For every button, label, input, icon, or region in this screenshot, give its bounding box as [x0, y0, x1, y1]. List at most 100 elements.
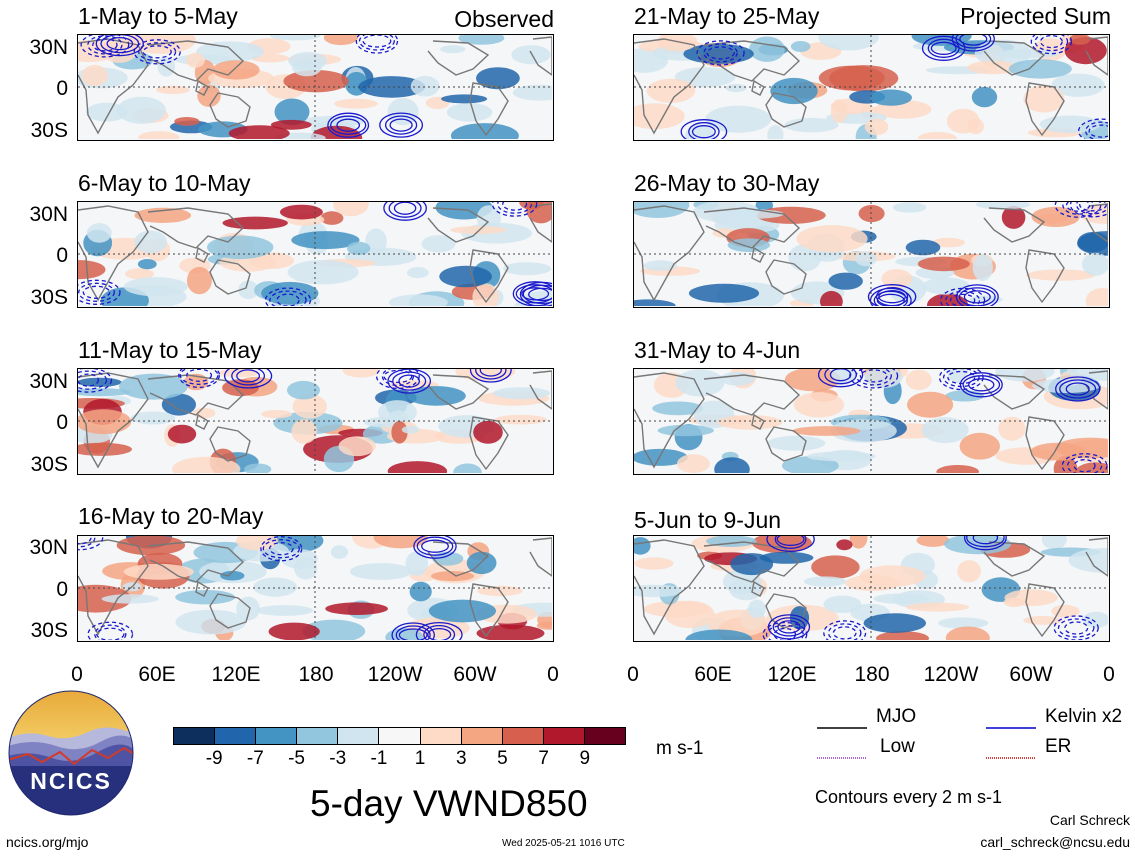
colorbar-tick-label: 5 [497, 748, 508, 769]
kelvin-contour [392, 371, 427, 391]
negative-anomaly [767, 435, 826, 451]
kelvin-contour [1053, 615, 1099, 640]
colorbar-labels: -9 -7 -5 -3 -1 1 3 5 7 9 [173, 748, 626, 772]
kelvin-contour [262, 539, 300, 559]
kelvin-contour [80, 35, 130, 58]
kelvin-contour [387, 369, 432, 394]
map-graphic [634, 536, 1108, 640]
kelvin-contour [491, 202, 538, 217]
negative-anomaly [675, 369, 725, 397]
legend-low-line [817, 746, 867, 759]
positive-anomaly [338, 436, 376, 457]
positive-anomaly [634, 103, 685, 130]
map-graphic [78, 202, 552, 306]
kelvin-contour [268, 542, 294, 556]
x-label-right-120e: 120E [767, 663, 817, 686]
kelvin-contour [327, 112, 370, 138]
kelvin-contour [92, 38, 118, 52]
colorbar-tick-label: -3 [329, 748, 347, 769]
positive-anomaly [829, 65, 899, 92]
positive-anomaly [858, 205, 885, 223]
kelvin-contour [379, 112, 424, 138]
negative-anomaly [428, 599, 496, 623]
positive-anomaly [323, 35, 358, 46]
negative-anomaly [921, 417, 969, 444]
coastline [195, 413, 209, 430]
coastline [209, 426, 251, 462]
positive-anomaly [1079, 204, 1108, 224]
positive-anomaly [334, 98, 378, 109]
x-label-left-120e: 120E [211, 663, 261, 686]
negative-anomaly [476, 205, 501, 231]
coastline [209, 92, 251, 128]
coastline [147, 207, 245, 249]
kelvin-contour [398, 374, 421, 388]
coastline [78, 539, 149, 636]
positive-anomaly [167, 424, 197, 444]
y-label-30s-2: 30S [30, 286, 68, 309]
positive-anomaly [186, 52, 205, 68]
positive-anomaly [138, 131, 180, 139]
kelvin-contour [100, 35, 140, 54]
negative-anomaly [693, 202, 760, 223]
kelvin-contour [383, 369, 413, 384]
negative-anomaly [823, 595, 862, 613]
kelvin-contour [358, 35, 395, 51]
kelvin-contour [855, 369, 892, 386]
map-panel-right-4 [633, 535, 1110, 642]
x-label-left-60w: 60W [453, 663, 497, 686]
negative-anomaly [511, 45, 551, 65]
kelvin-contour [1064, 621, 1089, 635]
negative-anomaly [828, 272, 863, 290]
positive-anomaly [677, 454, 710, 473]
coastline [147, 541, 245, 583]
colorbar-swatch [337, 728, 379, 744]
negative-anomaly [705, 105, 772, 133]
kelvin-contour [106, 36, 134, 51]
kelvin-contour [391, 622, 435, 640]
positive-anomaly [536, 621, 552, 630]
positive-anomaly [784, 369, 841, 392]
positive-anomaly [270, 119, 312, 130]
kelvin-contour [413, 536, 457, 559]
map-graphic [78, 369, 552, 473]
kelvin-contour [688, 122, 720, 139]
colorbar-swatch [214, 728, 256, 744]
kelvin-contour [383, 202, 427, 221]
negative-anomaly [905, 239, 941, 256]
coastline [147, 40, 245, 82]
kelvin-contour [231, 369, 266, 386]
negative-anomaly [748, 599, 766, 619]
negative-anomaly [476, 67, 520, 90]
kelvin-contour [223, 369, 273, 389]
negative-anomaly [1077, 231, 1108, 253]
positive-anomaly [664, 600, 715, 629]
kelvin-contour [381, 369, 415, 387]
negative-anomaly [634, 202, 690, 218]
positive-anomaly [931, 237, 965, 248]
kelvin-contour [384, 115, 418, 135]
positive-anomaly [472, 283, 499, 306]
kelvin-contour [475, 369, 507, 380]
positive-anomaly [342, 369, 380, 378]
kelvin-contour [959, 35, 988, 46]
negative-anomaly [922, 277, 970, 295]
kelvin-contour [972, 536, 999, 545]
positive-anomaly [1023, 85, 1065, 113]
coastline [1085, 537, 1108, 577]
coastline [1025, 416, 1065, 471]
kelvin-contour [962, 375, 1001, 395]
positive-anomaly [646, 78, 696, 103]
positive-anomaly [905, 602, 969, 612]
kelvin-contour [423, 624, 456, 640]
kelvin-contour [696, 40, 745, 66]
kelvin-contour [138, 42, 177, 62]
kelvin-contour [955, 35, 992, 49]
kelvin-contour [949, 293, 976, 306]
kelvin-contour [772, 617, 806, 637]
positive-anomaly [279, 204, 323, 220]
positive-anomaly [183, 373, 209, 391]
negative-anomaly [161, 393, 196, 416]
kelvin-contour [393, 202, 417, 215]
legend-er-label: ER [1045, 736, 1072, 757]
